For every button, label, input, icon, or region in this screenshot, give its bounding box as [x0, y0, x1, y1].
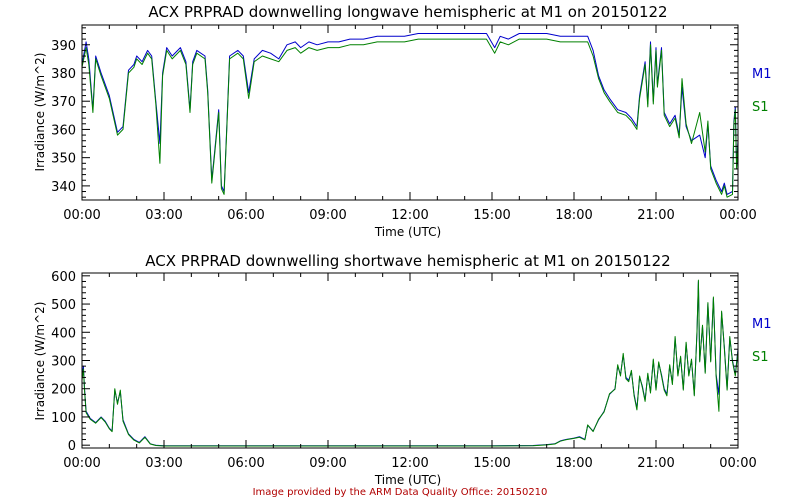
- longwave-xtick-label: 18:00: [555, 208, 592, 223]
- shortwave-xtick-label: 00:00: [719, 456, 756, 471]
- longwave-ytick-label: 390: [51, 39, 76, 54]
- shortwave-ytick-label: 600: [51, 270, 76, 285]
- longwave-xtick-label: 00:00: [63, 208, 100, 223]
- shortwave-tick-layer: 00:00 03:00 06:00 09:00 12:00 15:00 18:00 21:00…: [51, 270, 757, 471]
- longwave-ytick-label: 380: [51, 67, 76, 82]
- shortwave-series-s1-line: [81, 279, 739, 447]
- longwave-xtick-label: 06:00: [227, 208, 264, 223]
- shortwave-ytick-label: 300: [51, 355, 76, 370]
- longwave-xtick-label: 03:00: [145, 208, 182, 223]
- longwave-xtick-label: 09:00: [309, 208, 346, 223]
- shortwave-ytick-label: 0: [68, 439, 76, 454]
- shortwave-ytick-label: 200: [51, 383, 76, 398]
- longwave-legend-m1: M1: [752, 67, 772, 82]
- shortwave-series-layer: [81, 279, 739, 447]
- shortwave-xtick-label: 03:00: [145, 456, 182, 471]
- longwave-ytick-label: 340: [51, 180, 76, 195]
- footer-credit: Image provided by the ARM Data Quality O…: [252, 487, 548, 498]
- shortwave-ytick-label: 100: [51, 411, 76, 426]
- longwave-legend-s1: S1: [752, 100, 769, 115]
- shortwave-ylabel: Irradiance (W/m^2): [33, 302, 47, 421]
- shortwave-xtick-label: 21:00: [637, 456, 674, 471]
- longwave-panel: ACX PRPRAD downwelling longwave hemisphe…: [33, 3, 772, 239]
- shortwave-panel: ACX PRPRAD downwelling shortwave hemisph…: [33, 252, 772, 487]
- shortwave-ytick-label: 500: [51, 298, 76, 313]
- shortwave-xtick-label: 09:00: [309, 456, 346, 471]
- longwave-ylabel: Irradiance (W/m^2): [33, 53, 47, 172]
- longwave-xtick-label: 15:00: [473, 208, 510, 223]
- shortwave-xtick-label: 12:00: [391, 456, 428, 471]
- shortwave-xtick-label: 18:00: [555, 456, 592, 471]
- longwave-xtick-label: 12:00: [391, 208, 428, 223]
- shortwave-ytick-label: 400: [51, 326, 76, 341]
- longwave-ytick-label: 360: [51, 123, 76, 138]
- shortwave-xtick-label: 00:00: [63, 456, 100, 471]
- longwave-xlabel: Time (UTC): [374, 225, 441, 239]
- longwave-series-s1-line: [81, 38, 739, 198]
- shortwave-legend-m1: M1: [752, 317, 772, 332]
- longwave-xtick-label: 21:00: [637, 208, 674, 223]
- shortwave-xtick-label: 15:00: [473, 456, 510, 471]
- shortwave-plot-frame: [81, 272, 739, 449]
- shortwave-legend-s1: S1: [752, 350, 769, 365]
- longwave-ytick-label: 370: [51, 95, 76, 110]
- longwave-title: ACX PRPRAD downwelling longwave hemisphe…: [148, 3, 667, 21]
- shortwave-title: ACX PRPRAD downwelling shortwave hemisph…: [145, 252, 670, 270]
- longwave-tick-layer: 00:00 03:00 06:00 09:00 12:00 15:00 18:00 21:00…: [51, 25, 757, 223]
- shortwave-series-m1-line: [81, 281, 739, 447]
- longwave-xtick-label: 00:00: [719, 208, 756, 223]
- longwave-series-layer: [81, 33, 739, 198]
- longwave-series-m1-line: [81, 33, 739, 195]
- longwave-plot-frame: [81, 24, 739, 201]
- shortwave-xlabel: Time (UTC): [374, 473, 441, 487]
- longwave-ytick-label: 350: [51, 152, 76, 167]
- shortwave-xtick-label: 06:00: [227, 456, 264, 471]
